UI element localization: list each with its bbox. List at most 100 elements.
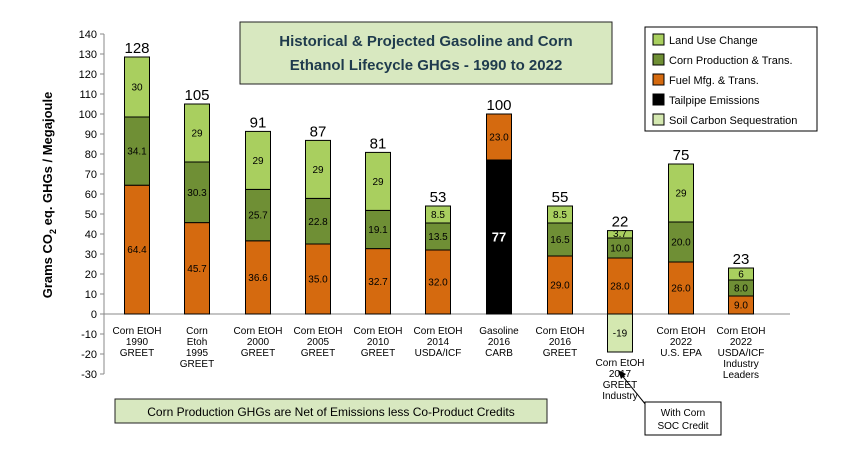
bar-segment-label: 32.0 [428, 278, 448, 289]
category-label-line: GREET [361, 348, 395, 359]
y-tick-label: 10 [85, 289, 97, 301]
category-label-line: 2016 [488, 337, 511, 348]
note-background [114, 398, 548, 424]
bar-segment [245, 188, 271, 242]
bar-segment [184, 161, 210, 224]
category-label-line: 2010 [367, 337, 390, 348]
bar-segment-label: 29 [312, 165, 324, 176]
bar-segment-label: 29 [675, 189, 687, 200]
legend-frame [644, 26, 818, 132]
bar-segment [607, 313, 633, 353]
bar-total-label: 100 [486, 97, 511, 114]
callout-frame [644, 401, 722, 436]
bar-segment-label: 26.0 [671, 284, 691, 295]
category-label-line: Etoh [187, 337, 208, 348]
bar-segment-label: 32.7 [368, 277, 388, 288]
note-box: Corn Production GHGs are Net of Emission… [114, 398, 548, 424]
y-tick-label: 100 [79, 109, 97, 121]
bar-segment [607, 230, 633, 239]
category-label-line: Industry [602, 391, 638, 402]
bar-segment-label: 19.1 [368, 225, 388, 236]
bar-segment-label: 8.5 [553, 210, 567, 221]
category-label-line: GREET [301, 348, 335, 359]
bar-segment [124, 184, 150, 315]
bar-segment-label: 22.8 [308, 217, 328, 228]
bar-segment [305, 197, 331, 245]
y-tick-label: -10 [81, 329, 97, 341]
category-label-line: 2016 [549, 337, 572, 348]
y-tick-label: 110 [79, 89, 97, 101]
bar-segment-label: 29 [191, 129, 203, 140]
legend-label: Tailpipe Emissions [669, 95, 760, 107]
bar-segment [365, 151, 391, 211]
note-text: Corn Production GHGs are Net of Emission… [147, 405, 514, 419]
category-label-line: Corn EtOH [657, 326, 706, 337]
callout-line-1: With Corn [661, 408, 705, 419]
category-label-line: 1995 [186, 348, 209, 359]
legend-label: Land Use Change [669, 35, 758, 47]
bar-segment-label: 8.5 [431, 210, 445, 221]
bar-segment [607, 257, 633, 315]
y-tick-label: -20 [81, 349, 97, 361]
y-tick-label: 60 [85, 189, 97, 201]
bar-segment-label: 8.0 [734, 284, 748, 295]
y-axis-label-sub: 2 [48, 229, 58, 234]
y-tick-label: 120 [79, 69, 97, 81]
bar-segment-label: 25.7 [248, 211, 268, 222]
category-label-line: 1990 [126, 337, 149, 348]
callout-arrow-line [619, 372, 647, 406]
bar-total-label: 55 [552, 189, 569, 206]
legend-label: Fuel Mfg. & Trans. [669, 75, 759, 87]
category-label-line: Corn EtOH [596, 358, 645, 369]
category-label-line: Corn [186, 326, 208, 337]
y-tick-label: -30 [81, 369, 97, 381]
bar-total-label: 23 [733, 251, 750, 268]
y-tick-label: 130 [79, 49, 97, 61]
y-tick-label: 30 [85, 249, 97, 261]
category-label-line: Corn EtOH [113, 326, 162, 337]
bar-segment [486, 159, 512, 315]
bar-segment-label: 20.0 [671, 238, 691, 249]
legend-label: Corn Production & Trans. [669, 55, 793, 67]
bar-group: 9.0 8.0 6 23 Corn EtOH2022USDA/ICFIndustryLe… [717, 251, 766, 381]
y-tick-label: 0 [91, 309, 97, 321]
bar-segment [547, 222, 573, 257]
bar-segment [486, 113, 512, 161]
bar-segment-label: 6 [738, 270, 744, 281]
y-tick-label: 50 [85, 209, 97, 221]
legend-swatch [652, 33, 665, 46]
category-label-line: Industry [723, 359, 759, 370]
bar-total-label: 81 [370, 135, 387, 152]
callout-line-2: SOC Credit [657, 421, 708, 432]
bar-total-label: 53 [430, 189, 447, 206]
category-label-line: 2022 [730, 337, 753, 348]
bar-segment-label: 16.5 [550, 235, 570, 246]
y-axis-label: Grams CO2 eq. GHGs / Megajoule [40, 92, 58, 299]
category-label-line: Leaders [723, 370, 759, 381]
category-label-line: GREET [180, 359, 214, 370]
category-label-line: Corn EtOH [294, 326, 343, 337]
bar-segment [425, 222, 451, 251]
bar-segment [425, 249, 451, 315]
category-label-line: Corn EtOH [717, 326, 766, 337]
category-label-line: 2000 [247, 337, 270, 348]
bar-segment-label: 9.0 [734, 301, 748, 312]
bar-segment [728, 267, 754, 281]
y-tick-label: 70 [85, 169, 97, 181]
bar-segment [305, 139, 331, 199]
category-label-line: 2005 [307, 337, 330, 348]
bar-segment [547, 205, 573, 224]
bar-segment-label: 36.6 [248, 273, 268, 284]
bar-segment-label: 29.0 [550, 281, 570, 292]
y-tick-label: 140 [79, 29, 97, 41]
y-tick-label: 40 [85, 229, 97, 241]
